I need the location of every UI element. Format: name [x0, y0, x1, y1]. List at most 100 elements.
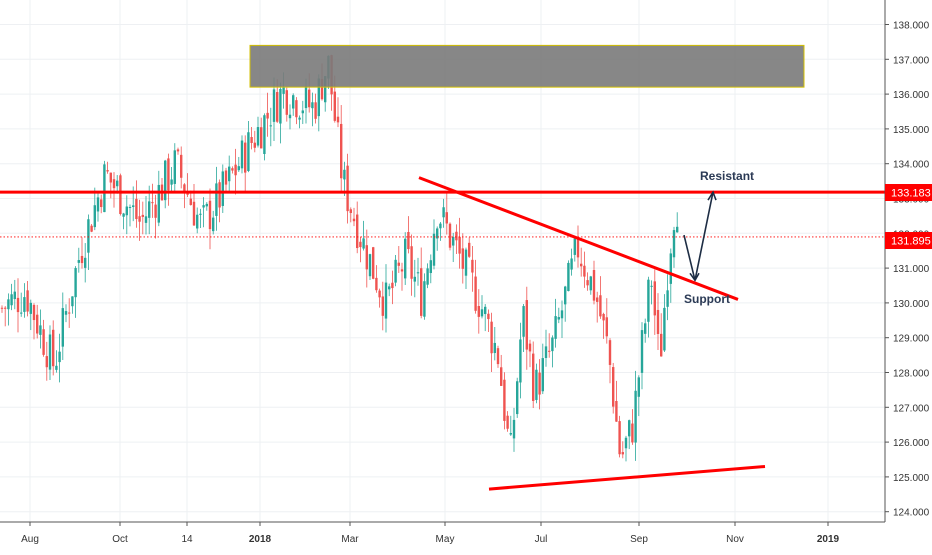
y-tick-label: 128.000 — [893, 369, 930, 380]
candle-body — [356, 214, 359, 249]
candle-body — [148, 201, 151, 218]
candle-body — [132, 205, 135, 207]
candle-body — [26, 290, 29, 312]
annotation-resistant: Resistant — [700, 169, 754, 183]
candle-body — [314, 102, 317, 119]
candle-body — [231, 168, 234, 171]
candle-body — [68, 312, 71, 314]
y-tick-label: 124.000 — [893, 508, 930, 519]
candle-body — [362, 238, 365, 249]
x-tick-label: Oct — [112, 534, 128, 545]
candle-body — [324, 76, 327, 103]
candle-body — [244, 142, 247, 173]
candle-body — [29, 302, 32, 314]
candle-body — [637, 377, 640, 397]
candle-body — [391, 282, 394, 289]
candle-body — [634, 390, 637, 443]
candle-body — [576, 236, 580, 258]
candle-body — [237, 166, 240, 171]
candle-body — [164, 160, 167, 201]
candle-body — [586, 280, 589, 286]
candle-body — [77, 260, 80, 263]
candle-body — [58, 351, 61, 363]
candle-body — [263, 115, 266, 154]
candle-body — [420, 268, 423, 316]
candle-body — [388, 286, 391, 290]
candle-body — [292, 95, 295, 109]
candle-body — [602, 313, 605, 321]
candle-body — [125, 206, 128, 216]
candle-body — [167, 158, 170, 191]
candle-body — [644, 323, 647, 334]
candle-body — [192, 201, 196, 226]
candle-body — [640, 330, 644, 373]
candle-body — [608, 340, 612, 365]
candle-body — [624, 437, 628, 449]
candle-body — [7, 299, 10, 310]
candle-body — [464, 249, 468, 276]
candle-body — [564, 286, 567, 305]
last-price-label: 131.895 — [885, 232, 932, 249]
candle-body — [618, 421, 621, 455]
candle-body — [205, 203, 208, 207]
candle-body — [596, 297, 599, 302]
candle-body — [112, 179, 116, 189]
candle-body — [669, 253, 672, 284]
candle-body — [64, 311, 68, 315]
candle-body — [199, 213, 202, 215]
candle-body — [445, 212, 448, 224]
candle-body — [333, 91, 336, 121]
candle-body — [583, 265, 586, 277]
candle-body — [340, 123, 343, 179]
candle-body — [676, 226, 679, 233]
candle-body — [448, 223, 452, 248]
x-tick-label: 14 — [181, 534, 193, 545]
candle-body — [487, 313, 490, 320]
last-price-label-text: 131.895 — [891, 236, 931, 248]
candle-body — [503, 379, 506, 421]
candle-body — [541, 358, 544, 392]
candle-body — [80, 255, 84, 264]
candle-body — [359, 241, 362, 248]
candle-body — [436, 228, 439, 239]
candle-body — [240, 140, 244, 169]
candle-body — [599, 295, 602, 317]
candle-body — [295, 100, 298, 118]
candle-body — [413, 276, 416, 282]
candle-body — [256, 127, 260, 146]
candle-body — [4, 307, 7, 309]
candle-body — [365, 245, 368, 270]
candle-body — [301, 110, 304, 114]
candle-body — [122, 213, 125, 217]
price-axis[interactable]: 124.000 125.000 126.000 127.000 128.000 129.0… — [884, 0, 930, 522]
candle-body — [455, 231, 458, 241]
candle-body — [308, 89, 311, 108]
candle-body — [266, 112, 269, 119]
projection-arrowhead-up — [707, 190, 717, 201]
candle-body — [477, 306, 480, 317]
candle-body — [528, 343, 532, 352]
candle-body — [544, 346, 548, 359]
candle-body — [135, 198, 138, 220]
candle-body — [39, 325, 42, 335]
candle-body — [426, 268, 429, 285]
candle-body — [423, 281, 426, 317]
candle-body — [672, 230, 676, 258]
ascending-support-trendline — [488, 464, 766, 491]
candle-body — [42, 329, 45, 355]
candle-body — [16, 297, 20, 313]
time-axis[interactable]: Aug Oct 14 2018 Mar May Jul Sep Nov 2019 — [0, 521, 885, 545]
candle-body — [157, 184, 160, 223]
candle-body — [372, 247, 375, 279]
candle-body — [45, 356, 48, 368]
x-tick-label: Mar — [341, 534, 359, 545]
candle-body — [557, 317, 560, 320]
x-tick-label: 2018 — [249, 534, 272, 545]
y-tick-label: 131.000 — [893, 264, 930, 275]
candle-body — [500, 367, 503, 386]
candle-body — [103, 164, 106, 213]
candle-body — [458, 236, 461, 254]
candle-body — [631, 423, 634, 443]
